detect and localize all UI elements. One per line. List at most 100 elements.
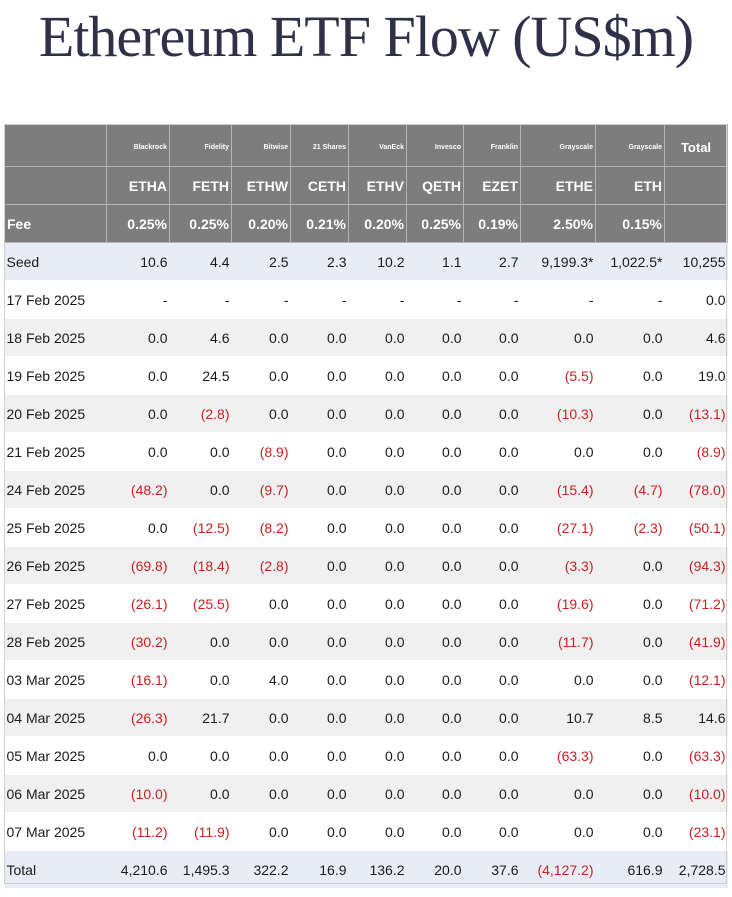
flow-cell: 616.9 <box>595 850 665 888</box>
row-total-cell: (94.3) <box>664 546 728 585</box>
flow-cell: 0.0 <box>348 660 407 699</box>
flow-cell: 0.0 <box>406 584 464 623</box>
flow-cell: 0.0 <box>463 584 521 623</box>
flow-cell: 0.0 <box>595 584 665 623</box>
flow-cell: 0.0 <box>520 812 596 851</box>
flow-cell: 0.0 <box>169 736 232 775</box>
flow-cell: 4.6 <box>169 318 232 357</box>
flow-cell: 0.0 <box>463 698 521 737</box>
total-row: Total 4,210.6 1,495.3 322.2 16.9 136.2 20.0 37.… <box>4 850 728 888</box>
flow-cell: 0.0 <box>290 736 349 775</box>
flow-cell: - <box>463 280 521 319</box>
flow-cell: 0.0 <box>290 584 349 623</box>
ticker-header: CETH <box>290 166 349 205</box>
table-row: 24 Feb 2025 (48.2) 0.0 (9.7) 0.0 0.0 0.0 0.0 (15… <box>4 470 728 509</box>
flow-cell: 0.0 <box>106 432 170 471</box>
flow-cell: 0.0 <box>290 432 349 471</box>
flow-cell: 0.0 <box>348 736 407 775</box>
issuer-header: 21 Shares <box>290 124 349 167</box>
table-row: 20 Feb 2025 0.0 (2.8) 0.0 0.0 0.0 0.0 0.0 (10.3)… <box>4 394 728 433</box>
fee-value: 0.25% <box>406 204 464 243</box>
flow-cell: 21.7 <box>169 698 232 737</box>
flow-cell: 1.1 <box>406 242 464 281</box>
flow-cell: 24.5 <box>169 356 232 395</box>
flow-cell: (5.5) <box>520 356 596 395</box>
flow-cell: 2.3 <box>290 242 349 281</box>
flow-cell: (8.9) <box>231 432 291 471</box>
flow-cell: (69.8) <box>106 546 170 585</box>
flow-cell: 322.2 <box>231 850 291 888</box>
flow-cell: 0.0 <box>463 546 521 585</box>
flow-cell: 0.0 <box>348 698 407 737</box>
row-label: 03 Mar 2025 <box>4 660 107 699</box>
flow-cell: 0.0 <box>595 394 665 433</box>
flow-cell: 0.0 <box>290 318 349 357</box>
ticker-header: QETH <box>406 166 464 205</box>
flow-cell: (30.2) <box>106 622 170 661</box>
ticker-header: ETHW <box>231 166 291 205</box>
fee-value: 0.20% <box>231 204 291 243</box>
flow-cell: 0.0 <box>406 508 464 547</box>
flow-cell: 0.0 <box>463 356 521 395</box>
total-column-header: Total <box>664 124 728 167</box>
flow-cell: 4.4 <box>169 242 232 281</box>
flow-cell: 0.0 <box>106 318 170 357</box>
row-total-cell: (71.2) <box>664 584 728 623</box>
flow-cell: 10.6 <box>106 242 170 281</box>
flow-cell: 0.0 <box>169 470 232 509</box>
flow-cell: 0.0 <box>463 508 521 547</box>
flow-cell: (63.3) <box>520 736 596 775</box>
flow-cell: 0.0 <box>463 736 521 775</box>
flow-cell: 0.0 <box>348 508 407 547</box>
row-total-cell: 19.0 <box>664 356 728 395</box>
flow-cell: (48.2) <box>106 470 170 509</box>
row-label: 04 Mar 2025 <box>4 698 107 737</box>
flow-cell: 0.0 <box>169 622 232 661</box>
flow-cell: 0.0 <box>231 584 291 623</box>
header-ticker-row: ETHA FETH ETHW CETH ETHV QETH EZET ETHE … <box>4 166 728 205</box>
flow-cell: 0.0 <box>463 622 521 661</box>
flow-cell: (11.7) <box>520 622 596 661</box>
table-row: 04 Mar 2025 (26.3) 21.7 0.0 0.0 0.0 0.0 0.0 10.7… <box>4 698 728 737</box>
flow-cell: 0.0 <box>595 546 665 585</box>
fee-value: 0.20% <box>348 204 407 243</box>
flow-cell: 0.0 <box>595 736 665 775</box>
row-label: 28 Feb 2025 <box>4 622 107 661</box>
flow-cell: (3.3) <box>520 546 596 585</box>
issuer-header: Invesco <box>406 124 464 167</box>
flow-cell: 0.0 <box>231 318 291 357</box>
flow-cell: 2.7 <box>463 242 521 281</box>
flow-cell: 37.6 <box>463 850 521 888</box>
flow-cell: 0.0 <box>406 318 464 357</box>
flow-cell: - <box>106 280 170 319</box>
flow-cell: (19.6) <box>520 584 596 623</box>
flow-cell: (2.3) <box>595 508 665 547</box>
flow-cell: 0.0 <box>348 812 407 851</box>
flow-cell: 0.0 <box>520 432 596 471</box>
flow-cell: (25.5) <box>169 584 232 623</box>
flow-cell: (8.2) <box>231 508 291 547</box>
flow-cell: 0.0 <box>290 698 349 737</box>
flow-cell: 8.5 <box>595 698 665 737</box>
issuer-header: Fidelity <box>169 124 232 167</box>
flow-cell: (16.1) <box>106 660 170 699</box>
flow-cell: 9,199.3* <box>520 242 596 281</box>
flow-cell: 0.0 <box>406 470 464 509</box>
flow-cell: 0.0 <box>290 546 349 585</box>
table-row: 21 Feb 2025 0.0 0.0 (8.9) 0.0 0.0 0.0 0.0 0.0 0.0… <box>4 432 728 471</box>
flow-cell: 0.0 <box>290 622 349 661</box>
row-total-cell: (8.9) <box>664 432 728 471</box>
flow-cell: - <box>595 280 665 319</box>
row-total-cell: (63.3) <box>664 736 728 775</box>
row-total-cell: (41.9) <box>664 622 728 661</box>
flow-cell: 0.0 <box>290 508 349 547</box>
flow-cell: - <box>231 280 291 319</box>
flow-cell: 0.0 <box>520 318 596 357</box>
flow-cell: 0.0 <box>106 356 170 395</box>
issuer-header: VanEck <box>348 124 407 167</box>
row-total-cell: (23.1) <box>664 812 728 851</box>
row-label: 26 Feb 2025 <box>4 546 107 585</box>
fee-value: 0.19% <box>463 204 521 243</box>
row-label: 17 Feb 2025 <box>4 280 107 319</box>
flow-cell: 0.0 <box>463 470 521 509</box>
